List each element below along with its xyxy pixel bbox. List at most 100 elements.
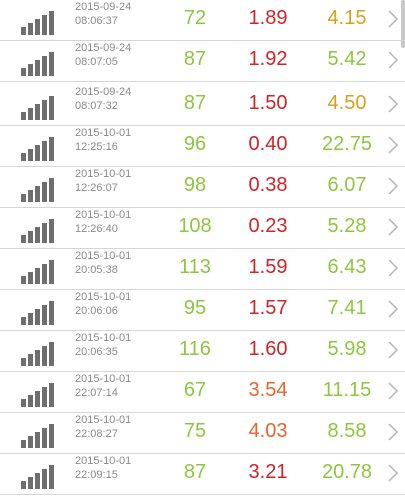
chevron-right-icon[interactable] xyxy=(386,339,400,361)
signal-bar xyxy=(35,145,40,161)
list-item[interactable]: 2015-10-01 22:09:15 87 3.21 20.78 xyxy=(0,454,405,495)
signal-strength-icon xyxy=(21,219,54,243)
list-item[interactable]: 2015-09-24 08:07:05 87 1.92 5.42 xyxy=(0,41,405,82)
chevron-right-icon[interactable] xyxy=(386,216,400,238)
signal-strength-icon xyxy=(21,342,54,366)
signal-bar xyxy=(28,231,33,243)
signal-bar xyxy=(28,313,33,325)
list-item[interactable]: 2015-10-01 20:06:06 95 1.57 7.41 xyxy=(0,290,405,331)
item-time: 22:09:15 xyxy=(75,469,118,481)
signal-bar xyxy=(42,182,47,202)
signal-bar xyxy=(21,153,26,161)
signal-bar xyxy=(35,186,40,202)
item-time: 12:26:07 xyxy=(75,182,118,194)
value-primary: 87 xyxy=(183,48,207,70)
item-time: 20:06:06 xyxy=(75,305,118,317)
signal-strength-icon xyxy=(21,383,54,407)
signal-bar xyxy=(21,440,26,448)
chevron-right-icon[interactable] xyxy=(386,175,400,197)
value-secondary: 1.50 xyxy=(248,92,288,114)
value-primary: 87 xyxy=(183,92,207,114)
signal-bar xyxy=(21,317,26,325)
value-secondary: 1.89 xyxy=(248,7,288,29)
signal-bar xyxy=(28,190,33,202)
signal-bar xyxy=(42,141,47,161)
chevron-right-icon[interactable] xyxy=(386,257,400,279)
list-item[interactable]: 2015-10-01 22:08:27 75 4.03 8.58 xyxy=(0,413,405,454)
signal-bar xyxy=(35,104,40,120)
list-item[interactable]: 2015-10-01 12:26:40 108 0.23 5.28 xyxy=(0,208,405,249)
signal-bar xyxy=(49,96,54,120)
chevron-right-icon[interactable] xyxy=(386,134,400,156)
signal-bar xyxy=(28,477,33,489)
scrollbar[interactable] xyxy=(401,0,405,48)
value-primary: 75 xyxy=(183,420,207,442)
signal-bar xyxy=(42,469,47,489)
item-date: 2015-10-01 xyxy=(75,414,132,426)
signal-bar xyxy=(42,223,47,243)
signal-bar xyxy=(35,268,40,284)
chevron-right-icon[interactable] xyxy=(386,8,400,30)
chevron-right-icon[interactable] xyxy=(386,421,400,443)
item-date: 2015-10-01 xyxy=(75,127,132,139)
item-date: 2015-10-01 xyxy=(75,291,132,303)
value-primary: 116 xyxy=(179,338,211,360)
signal-bar xyxy=(42,428,47,448)
chevron-right-icon[interactable] xyxy=(386,380,400,402)
value-tertiary: 4.15 xyxy=(327,7,367,29)
signal-bar xyxy=(28,436,33,448)
list-item[interactable]: 2015-09-24 08:06:37 72 1.89 4.15 xyxy=(0,0,405,41)
signal-bar xyxy=(49,424,54,448)
item-time: 22:08:27 xyxy=(75,428,118,440)
value-secondary: 0.23 xyxy=(248,215,288,237)
signal-bar xyxy=(42,264,47,284)
signal-strength-icon xyxy=(21,465,54,489)
chevron-right-icon[interactable] xyxy=(386,49,400,71)
signal-bar xyxy=(49,465,54,489)
list-item[interactable]: 2015-10-01 20:05:38 113 1.59 6.43 xyxy=(0,249,405,290)
signal-bar xyxy=(21,194,26,202)
list-item[interactable]: 2015-09-24 08:07:32 87 1.50 4.50 xyxy=(0,85,405,126)
value-secondary: 1.59 xyxy=(248,256,288,278)
item-time: 08:07:05 xyxy=(75,56,118,68)
list-item[interactable]: 2015-10-01 12:26:07 98 0.38 6.07 xyxy=(0,167,405,208)
item-time: 12:26:40 xyxy=(75,223,118,235)
list-item[interactable]: 2015-10-01 12:25:16 96 0.40 22.75 xyxy=(0,126,405,167)
list-item[interactable]: 2015-10-01 22:07:14 67 3.54 11.15 xyxy=(0,372,405,413)
value-secondary: 1.57 xyxy=(248,297,288,319)
item-time: 08:07:32 xyxy=(75,100,118,112)
chevron-right-icon[interactable] xyxy=(386,298,400,320)
signal-bar xyxy=(49,260,54,284)
item-time: 22:07:14 xyxy=(75,387,118,399)
value-secondary: 1.92 xyxy=(248,48,288,70)
signal-bar xyxy=(28,108,33,120)
signal-bar xyxy=(28,23,33,35)
value-tertiary: 20.78 xyxy=(321,461,373,483)
signal-strength-icon xyxy=(21,424,54,448)
signal-bar xyxy=(28,64,33,76)
value-primary: 113 xyxy=(179,256,211,278)
signal-bar xyxy=(42,100,47,120)
value-primary: 67 xyxy=(183,379,207,401)
signal-bar xyxy=(42,346,47,366)
value-secondary: 4.03 xyxy=(248,420,288,442)
value-tertiary: 8.58 xyxy=(327,420,367,442)
signal-bar xyxy=(21,399,26,407)
value-tertiary: 4.50 xyxy=(327,92,367,114)
value-secondary: 0.38 xyxy=(248,174,288,196)
signal-bar xyxy=(35,350,40,366)
chevron-right-icon[interactable] xyxy=(386,93,400,115)
signal-bar xyxy=(28,395,33,407)
signal-bar xyxy=(21,481,26,489)
signal-strength-icon xyxy=(21,137,54,161)
item-date: 2015-10-01 xyxy=(75,250,132,262)
signal-strength-icon xyxy=(21,260,54,284)
signal-bar xyxy=(35,19,40,35)
list-item[interactable]: 2015-10-01 20:06:35 116 1.60 5.98 xyxy=(0,331,405,372)
signal-bar xyxy=(49,52,54,76)
value-tertiary: 22.75 xyxy=(321,133,373,155)
value-secondary: 0.40 xyxy=(248,133,288,155)
chevron-right-icon[interactable] xyxy=(386,462,400,484)
value-primary: 95 xyxy=(183,297,207,319)
signal-strength-icon xyxy=(21,301,54,325)
